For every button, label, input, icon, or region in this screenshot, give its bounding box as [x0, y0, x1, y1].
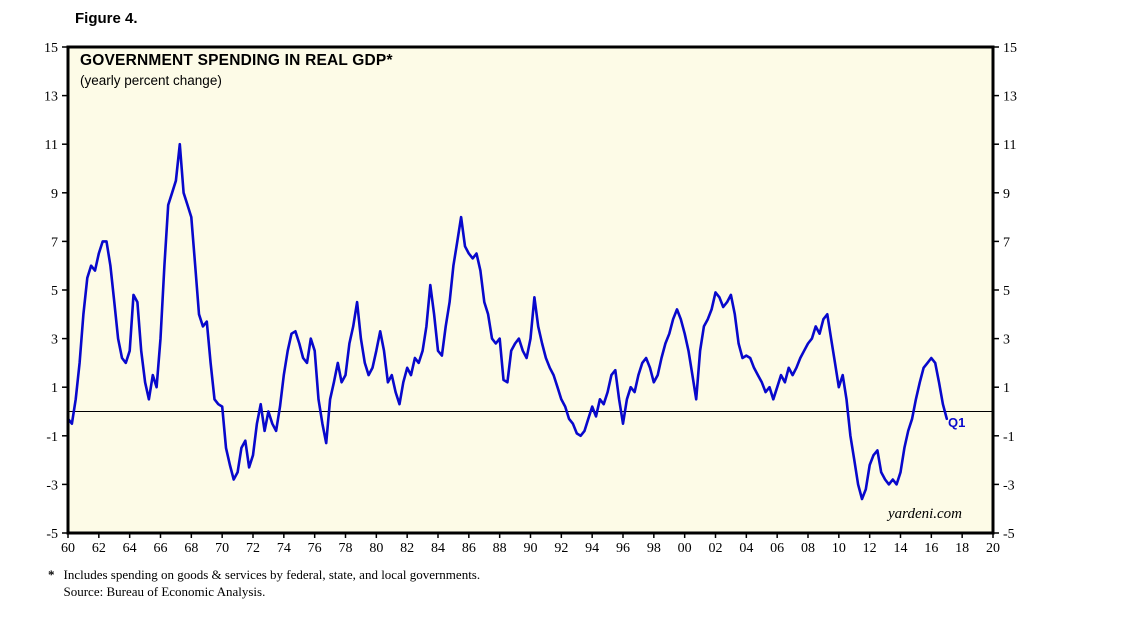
- x-axis-tick-label: 86: [462, 541, 476, 556]
- y-axis-tick-label-left: 1: [51, 381, 58, 396]
- x-axis-tick-label: 14: [894, 541, 908, 556]
- footnote-text: Includes spending on goods & services by…: [64, 566, 481, 600]
- x-axis-tick-label: 78: [339, 541, 353, 556]
- x-axis-tick-label: 18: [955, 541, 969, 556]
- y-axis-tick-label-right: -5: [1003, 527, 1015, 542]
- latest-quarter-annotation: Q1: [948, 415, 966, 430]
- y-axis-tick-label-left: -1: [46, 430, 58, 445]
- y-axis-tick-label-left: 9: [51, 187, 58, 202]
- x-axis-tick-label: 82: [400, 541, 414, 556]
- y-axis-tick-label-right: 11: [1003, 138, 1016, 153]
- x-axis-tick-label: 84: [431, 541, 445, 556]
- y-axis-tick-label-right: 15: [1003, 41, 1017, 56]
- chart-title: GOVERNMENT SPENDING IN REAL GDP*: [80, 52, 393, 69]
- y-axis-tick-label-right: -1: [1003, 430, 1015, 445]
- x-axis-tick-label: 98: [647, 541, 661, 556]
- x-axis-tick-label: 72: [246, 541, 260, 556]
- x-axis-tick-label: 96: [616, 541, 630, 556]
- y-axis-tick-label-left: 3: [51, 333, 58, 348]
- plot-area: [68, 47, 993, 533]
- x-axis-tick-label: 64: [123, 541, 137, 556]
- x-axis-tick-label: 20: [986, 541, 1000, 556]
- x-axis-tick-label: 88: [493, 541, 507, 556]
- y-axis-tick-label-right: 5: [1003, 284, 1010, 299]
- y-axis-tick-label-left: -3: [46, 478, 58, 493]
- figure-label: Figure 4.: [75, 10, 138, 27]
- y-axis-tick-label-left: 13: [44, 90, 58, 105]
- x-axis-tick-label: 04: [739, 541, 753, 556]
- x-axis-tick-label: 80: [369, 541, 383, 556]
- watermark-yardeni: yardeni.com: [888, 506, 963, 522]
- x-axis-tick-label: 66: [154, 541, 168, 556]
- y-axis-tick-label-right: 13: [1003, 90, 1017, 105]
- chart-subtitle: (yearly percent change): [80, 73, 222, 88]
- x-axis-tick-label: 16: [924, 541, 938, 556]
- plot-border: [66, 45, 995, 535]
- y-axis-tick-label-right: 9: [1003, 187, 1010, 202]
- x-axis-tick-label: 60: [61, 541, 75, 556]
- x-axis-tick-label: 10: [832, 541, 846, 556]
- footnote-line2: Source: Bureau of Economic Analysis.: [63, 584, 266, 599]
- x-axis-tick-label: 12: [863, 541, 877, 556]
- x-axis-tick-label: 92: [554, 541, 568, 556]
- x-axis-tick-label: 00: [678, 541, 692, 556]
- x-axis-tick-label: 76: [308, 541, 322, 556]
- footnote-line1: Includes spending on goods & services by…: [63, 567, 481, 582]
- y-axis-tick-label-right: 3: [1003, 333, 1010, 348]
- y-axis-tick-label-right: 7: [1003, 235, 1010, 250]
- x-axis-tick-label: 62: [92, 541, 106, 556]
- x-axis-tick-label: 90: [524, 541, 538, 556]
- x-axis-tick-label: 06: [770, 541, 784, 556]
- y-axis-tick-label-left: 7: [51, 235, 58, 250]
- y-axis-tick-label-right: -3: [1003, 478, 1015, 493]
- y-axis-tick-label-left: 11: [45, 138, 58, 153]
- y-axis-tick-label-left: -5: [46, 527, 58, 542]
- x-axis-tick-label: 70: [215, 541, 229, 556]
- x-axis-tick-label: 02: [709, 541, 723, 556]
- y-axis-tick-label-left: 5: [51, 284, 58, 299]
- y-axis-tick-label-left: 15: [44, 41, 58, 56]
- footnote: * Includes spending on goods & services …: [48, 566, 480, 600]
- footnote-marker: *: [48, 567, 55, 582]
- x-axis-tick-label: 68: [184, 541, 198, 556]
- x-axis-tick-label: 74: [277, 541, 291, 556]
- data-line: [66, 142, 949, 501]
- x-axis-tick-label: 94: [585, 541, 599, 556]
- x-axis-tick-label: 08: [801, 541, 815, 556]
- y-axis-tick-label-right: 1: [1003, 381, 1010, 396]
